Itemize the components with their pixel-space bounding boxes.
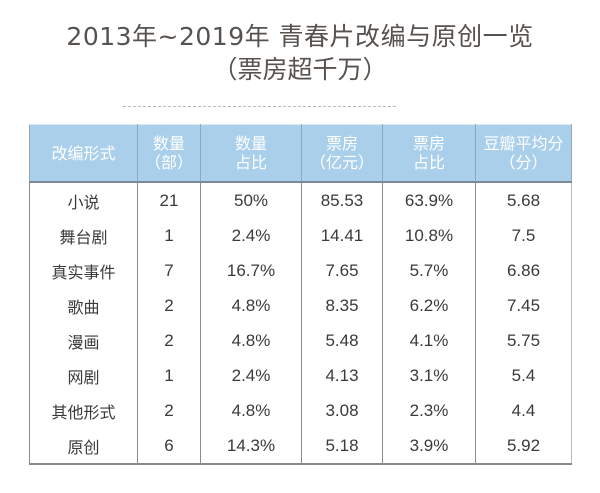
column-header-count: 数量 （部） <box>137 124 201 183</box>
cell-box-office: 8.35 <box>301 288 383 323</box>
adaptation-table: 改编形式 数量 （部） 数量 占比 票房 （亿元） 票房 占比 豆瓣平均分 （分… <box>29 124 572 465</box>
column-header-line: 占比 <box>234 153 267 172</box>
cell-count-share: 2.4% <box>200 358 302 393</box>
cell-douban-score: 7.45 <box>475 288 572 323</box>
cell-douban-score: 4.4 <box>475 393 572 428</box>
cell-box-office: 85.53 <box>301 182 383 218</box>
column-header-line: （亿元） <box>309 153 374 172</box>
cell-box-office-share: 3.1% <box>382 358 476 393</box>
cell-count: 1 <box>137 218 201 253</box>
cell-count-share: 50% <box>200 182 302 218</box>
cell-box-office: 3.08 <box>301 393 383 428</box>
cell-count: 6 <box>137 428 201 465</box>
cell-count-share: 16.7% <box>200 253 302 288</box>
table-row: 网剧 1 2.4% 4.13 3.1% 5.4 <box>29 358 572 393</box>
table-row: 小说 21 50% 85.53 63.9% 5.68 <box>29 182 572 218</box>
cell-adaptation-form: 小说 <box>29 182 138 218</box>
cell-count: 2 <box>137 323 201 358</box>
cell-box-office-share: 10.8% <box>382 218 476 253</box>
cell-count-share: 4.8% <box>200 323 302 358</box>
cell-box-office-share: 63.9% <box>382 182 476 218</box>
column-header-line: 豆瓣平均分 <box>483 134 564 153</box>
table-row: 原创 6 14.3% 5.18 3.9% 5.92 <box>29 428 572 465</box>
cell-adaptation-form: 网剧 <box>29 358 138 393</box>
column-header-line: （分） <box>499 153 548 172</box>
cell-douban-score: 5.68 <box>475 182 572 218</box>
cell-box-office: 4.13 <box>301 358 383 393</box>
cell-douban-score: 6.86 <box>475 253 572 288</box>
dashed-divider <box>123 106 396 107</box>
cell-count-share: 4.8% <box>200 393 302 428</box>
cell-douban-score: 5.92 <box>475 428 572 465</box>
cell-box-office: 5.18 <box>301 428 383 465</box>
cell-count-share: 14.3% <box>200 428 302 465</box>
cell-count: 2 <box>137 288 201 323</box>
cell-douban-score: 7.5 <box>475 218 572 253</box>
column-header-adaptation-form: 改编形式 <box>29 124 138 183</box>
cell-box-office: 14.41 <box>301 218 383 253</box>
page-title: 2013年~2019年 青春片改编与原创一览 <box>66 22 534 51</box>
column-header-line: 数量 <box>152 134 185 153</box>
cell-adaptation-form: 歌曲 <box>29 288 138 323</box>
cell-box-office-share: 4.1% <box>382 323 476 358</box>
column-header-box-office-share: 票房 占比 <box>382 124 476 183</box>
cell-douban-score: 5.4 <box>475 358 572 393</box>
cell-box-office: 5.48 <box>301 323 383 358</box>
column-header-line: 数量 <box>234 134 267 153</box>
cell-count: 1 <box>137 358 201 393</box>
table-row: 舞台剧 1 2.4% 14.41 10.8% 7.5 <box>29 218 572 253</box>
table-row: 漫画 2 4.8% 5.48 4.1% 5.75 <box>29 323 572 358</box>
cell-count: 2 <box>137 393 201 428</box>
column-header-line: （部） <box>144 153 193 172</box>
column-header-box-office: 票房 （亿元） <box>301 124 383 183</box>
column-header-count-share: 数量 占比 <box>200 124 302 183</box>
column-header-line: 票房 <box>412 134 445 153</box>
table-row: 真实事件 7 16.7% 7.65 5.7% 6.86 <box>29 253 572 288</box>
cell-adaptation-form: 其他形式 <box>29 393 138 428</box>
cell-count-share: 4.8% <box>200 288 302 323</box>
column-header-douban-score: 豆瓣平均分 （分） <box>475 124 572 183</box>
cell-adaptation-form: 漫画 <box>29 323 138 358</box>
table-header-row: 改编形式 数量 （部） 数量 占比 票房 （亿元） 票房 占比 豆瓣平均分 （分… <box>29 124 572 183</box>
cell-box-office-share: 5.7% <box>382 253 476 288</box>
cell-box-office: 7.65 <box>301 253 383 288</box>
cell-count: 21 <box>137 182 201 218</box>
table-row: 歌曲 2 4.8% 8.35 6.2% 7.45 <box>29 288 572 323</box>
cell-adaptation-form: 真实事件 <box>29 253 138 288</box>
column-header-line: 票房 <box>325 134 358 153</box>
page-subtitle: （票房超千万） <box>212 55 388 84</box>
cell-adaptation-form: 原创 <box>29 428 138 465</box>
table-row: 其他形式 2 4.8% 3.08 2.3% 4.4 <box>29 393 572 428</box>
cell-douban-score: 5.75 <box>475 323 572 358</box>
column-header-line: 改编形式 <box>51 143 116 163</box>
cell-box-office-share: 6.2% <box>382 288 476 323</box>
cell-adaptation-form: 舞台剧 <box>29 218 138 253</box>
cell-count: 7 <box>137 253 201 288</box>
cell-count-share: 2.4% <box>200 218 302 253</box>
cell-box-office-share: 3.9% <box>382 428 476 465</box>
cell-box-office-share: 2.3% <box>382 393 476 428</box>
column-header-line: 占比 <box>412 153 445 172</box>
